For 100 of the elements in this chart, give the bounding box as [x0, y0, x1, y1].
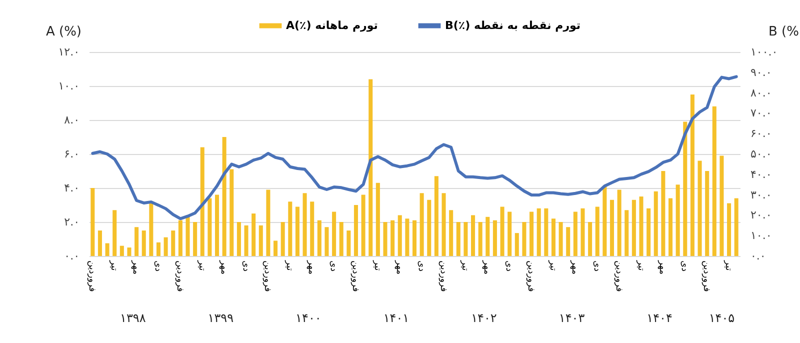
bar [492, 220, 497, 256]
legend-label: B(٪) تورم نقطه به نقطه [445, 18, 581, 32]
y2-tick-label: ۷۰.۰ [750, 106, 772, 120]
bar [302, 193, 307, 256]
bar [383, 222, 388, 256]
y2-axis-title: B (%) [768, 24, 800, 40]
y-tick-label: ۲.۰ [64, 216, 80, 228]
x-tick-label: تیر [723, 260, 734, 272]
x-tick-label: فروردین [350, 260, 360, 292]
bar [288, 202, 292, 256]
bar [405, 218, 410, 256]
bar [478, 222, 482, 256]
line-series [91, 75, 738, 220]
x-tick-label: فروردین [262, 260, 272, 292]
y2-tick-label: ۳۰.۰ [750, 188, 772, 202]
bar [214, 194, 220, 256]
y-tick-label: ۱۰.۰ [58, 80, 80, 92]
bar [105, 243, 110, 256]
bar [390, 220, 395, 256]
bar [222, 137, 226, 256]
legend-label: A(٪) تورم ماهانه [286, 18, 378, 32]
y2-tick-label: ۸۰.۰ [750, 86, 772, 100]
x-tick-label: دی [504, 260, 514, 272]
bar [200, 147, 204, 256]
bar [412, 220, 417, 256]
x-tick-label: مهر [569, 260, 580, 275]
bar [705, 171, 710, 256]
bar [595, 206, 600, 256]
bar [683, 122, 688, 256]
bar [178, 220, 182, 256]
bar [193, 222, 198, 256]
bar [280, 222, 285, 256]
bar [134, 227, 139, 256]
bar [442, 193, 446, 256]
y-tick-label: ۴.۰ [64, 182, 80, 194]
y2-tick-label: ۲۰.۰ [750, 208, 772, 222]
x-tick-label: دی [679, 260, 690, 272]
bar [149, 202, 154, 256]
bar [646, 208, 651, 256]
bar [588, 222, 592, 256]
bar [120, 246, 124, 256]
y2-tick-label: ۹۰.۰ [750, 66, 772, 79]
y2-tick-label: ۰.۰ [750, 250, 766, 262]
bar [661, 171, 666, 256]
x-tick-label: تیر [372, 260, 382, 272]
x-tick-label: مهر [482, 260, 492, 275]
bar [112, 210, 117, 256]
text: ۱۴۰۵ [708, 311, 735, 325]
bar [632, 200, 636, 256]
x-tick-label: فروردین [701, 260, 712, 292]
bar [530, 212, 534, 256]
x-tick-label: فروردین [613, 260, 624, 292]
bar [449, 210, 454, 256]
bar [171, 230, 176, 256]
x-tick-label: مهر [130, 260, 141, 275]
bar [427, 200, 432, 256]
bar [339, 222, 344, 256]
bar [573, 212, 578, 256]
bar [317, 220, 322, 256]
bar [346, 230, 351, 256]
bar [236, 222, 241, 256]
bar [295, 206, 300, 256]
text: ۱۴۰۰ [296, 311, 322, 325]
bar [558, 222, 563, 256]
bar [734, 198, 738, 256]
bar [310, 202, 314, 256]
bar [522, 222, 526, 256]
bar [127, 248, 132, 256]
text: ۱۴۰۴ [646, 311, 672, 325]
bar [208, 198, 212, 256]
y-tick-label: ۶.۰ [64, 148, 80, 160]
bar [720, 156, 724, 256]
bar [624, 210, 629, 256]
bar [508, 212, 512, 256]
bar [456, 222, 460, 256]
y2-tick-label: ۴۰.۰ [750, 168, 772, 181]
x-tick-label: تیر [635, 260, 646, 272]
bar [566, 227, 570, 256]
text: ۱۳۹۸ [120, 311, 146, 325]
y2-tick-label: ۱۰۰.۰ [750, 46, 778, 58]
bar [698, 160, 702, 256]
bar [332, 212, 336, 256]
bar [274, 240, 278, 256]
bar [142, 230, 146, 256]
bar [471, 215, 476, 256]
bar [727, 203, 732, 256]
y2-tick-label: ۶۰.۰ [750, 127, 772, 140]
bar [544, 208, 548, 256]
bar [266, 190, 270, 256]
bar [186, 215, 190, 256]
bar [617, 190, 622, 256]
bar [486, 216, 490, 256]
x-tick-label: فروردین [86, 260, 97, 292]
bar [551, 218, 556, 256]
bar [398, 215, 402, 256]
bar [90, 188, 95, 256]
x-tick-label: فروردین [438, 260, 448, 292]
x-tick-label: مهر [306, 260, 316, 275]
y2-tick-label: ۱۰.۰ [750, 229, 772, 242]
x-tick-label: مهر [394, 260, 404, 275]
